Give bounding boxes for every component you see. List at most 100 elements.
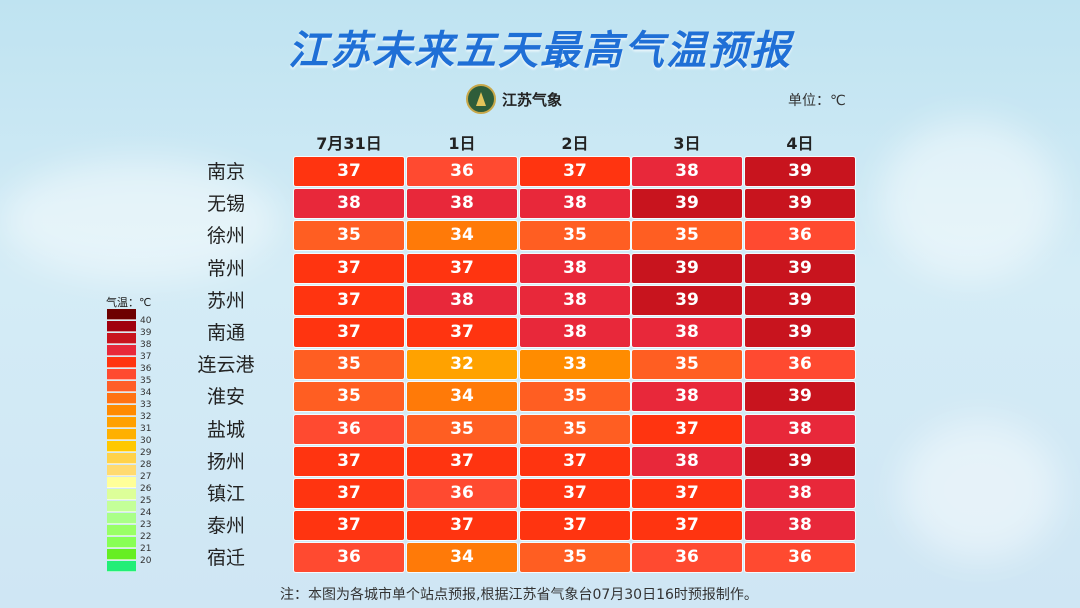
legend-color-band — [107, 369, 136, 380]
column-header: 7月31日 — [316, 134, 382, 153]
heatmap-cell: 37 — [520, 511, 630, 541]
column-header: 4日 — [786, 134, 814, 153]
heatmap-cell: 37 — [407, 318, 517, 347]
legend-tick-label: 28 — [140, 460, 152, 470]
heatmap-cell: 38 — [520, 253, 630, 283]
heatmap-cell: 36 — [745, 350, 855, 380]
legend-color-band — [107, 453, 136, 464]
heatmap-cell: 36 — [407, 479, 517, 508]
legend-color-band — [107, 345, 136, 356]
heatmap-cell: 38 — [294, 189, 404, 219]
heatmap-cell: 38 — [520, 285, 630, 315]
legend-color-band — [107, 321, 136, 332]
heatmap-cell: 36 — [407, 157, 517, 186]
legend-tick-label: 39 — [140, 328, 152, 338]
row-label-city: 常州 — [206, 257, 245, 280]
background-cloud — [880, 120, 1060, 280]
legend-color-band — [107, 393, 136, 404]
heatmap-cell: 38 — [407, 189, 517, 219]
heatmap-cell: 39 — [745, 189, 855, 219]
column-header: 2日 — [561, 134, 589, 153]
legend-tick-label: 29 — [140, 448, 152, 458]
heatmap-cell: 35 — [632, 350, 742, 380]
heatmap-cell: 37 — [407, 446, 517, 476]
legend-color-band — [107, 513, 136, 524]
heatmap-cell: 34 — [407, 221, 517, 251]
legend-color-band — [107, 537, 136, 548]
legend-tick-label: 33 — [140, 400, 152, 410]
legend-color-band — [107, 381, 136, 392]
legend-tick-label: 22 — [140, 532, 152, 542]
heatmap-cell: 37 — [294, 511, 404, 541]
legend-color-band — [107, 309, 136, 320]
legend-color-band — [107, 525, 136, 536]
column-header: 3日 — [673, 134, 701, 153]
heatmap-cell: 38 — [745, 511, 855, 541]
column-header: 1日 — [448, 134, 476, 153]
row-label-city: 宿迁 — [206, 547, 245, 570]
heatmap-cell: 39 — [632, 189, 742, 219]
meteorological-seal-icon — [466, 84, 496, 114]
heatmap-cell: 32 — [407, 350, 517, 380]
legend-color-band — [107, 333, 136, 344]
legend-tick-label: 26 — [140, 484, 152, 494]
row-label-city: 淮安 — [206, 386, 245, 409]
heatmap-cell: 37 — [294, 446, 404, 476]
heatmap-cell: 37 — [632, 414, 742, 444]
heatmap-cell: 38 — [632, 382, 742, 412]
legend-tick-label: 24 — [140, 508, 152, 518]
heatmap-cell: 39 — [745, 157, 855, 186]
logo: 江苏气象 — [466, 84, 562, 114]
legend-color-band — [107, 561, 136, 572]
row-label-city: 南通 — [206, 322, 245, 344]
heatmap-cell: 38 — [632, 318, 742, 347]
heatmap-cell: 37 — [294, 285, 404, 315]
row-label-city: 南京 — [206, 161, 245, 183]
heatmap-cell: 39 — [745, 382, 855, 412]
row-label-city: 苏州 — [206, 289, 245, 312]
legend-color-band — [107, 405, 136, 416]
heatmap-cell: 35 — [407, 414, 517, 444]
heatmap-cell: 33 — [520, 350, 630, 380]
heatmap-cell: 35 — [520, 382, 630, 412]
page-title: 江苏未来五天最高气温预报 — [288, 28, 792, 74]
heatmap-cell: 36 — [745, 543, 855, 573]
legend-tick-label: 36 — [140, 364, 152, 374]
heatmap-cell: 37 — [520, 446, 630, 476]
heatmap-cell: 35 — [294, 382, 404, 412]
legend-tick-label: 20 — [140, 556, 152, 566]
row-label-city: 扬州 — [206, 450, 245, 473]
legend-tick-label: 32 — [140, 412, 152, 422]
legend-title: 气温：℃ — [106, 296, 152, 309]
heatmap-cell: 35 — [520, 221, 630, 251]
legend-tick-label: 23 — [140, 520, 152, 530]
logo-text: 江苏气象 — [502, 90, 563, 109]
heatmap-cell: 36 — [745, 221, 855, 251]
footnote: 注：本图为各城市单个站点预报,根据江苏省气象台07月30日16时预报制作。 — [280, 587, 758, 603]
row-label-city: 连云港 — [197, 354, 255, 377]
unit-label: 单位：℃ — [788, 93, 846, 109]
row-label-city: 盐城 — [206, 418, 245, 441]
legend-color-band — [107, 357, 136, 368]
heatmap-cell: 37 — [294, 318, 404, 347]
background-cloud — [900, 420, 1060, 560]
heatmap-cell: 37 — [632, 479, 742, 508]
legend-color-band — [107, 441, 136, 452]
legend-color-band — [107, 429, 136, 440]
heatmap-cell: 38 — [632, 157, 742, 186]
legend-tick-label: 35 — [140, 376, 152, 386]
heatmap-cell: 39 — [745, 446, 855, 476]
legend-tick-label: 31 — [140, 424, 152, 434]
heatmap-cell: 38 — [632, 446, 742, 476]
legend-color-band — [107, 477, 136, 488]
legend-tick-label: 34 — [140, 388, 152, 398]
heatmap-cell: 36 — [632, 543, 742, 573]
heatmap-cell: 37 — [520, 479, 630, 508]
heatmap-cell: 37 — [294, 157, 404, 186]
background-cloud — [0, 160, 280, 280]
heatmap-cell: 34 — [407, 543, 517, 573]
heatmap-cell: 34 — [407, 382, 517, 412]
legend-tick-label: 21 — [140, 544, 152, 554]
legend-tick-label: 27 — [140, 472, 152, 482]
legend-color-band — [107, 417, 136, 428]
